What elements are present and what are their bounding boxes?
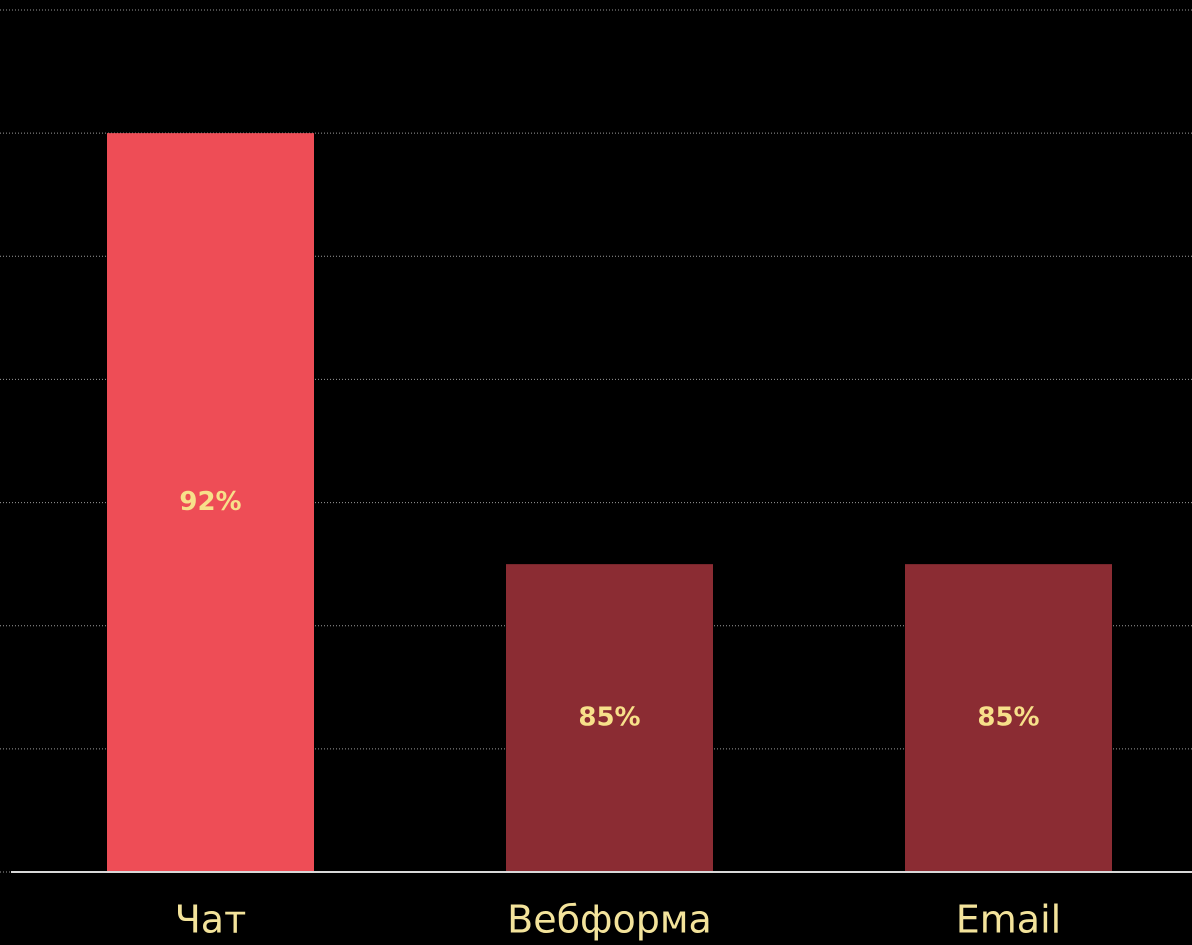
value-label: 85% (977, 703, 1039, 733)
x-tick-label: Email (956, 898, 1061, 942)
value-label: 85% (578, 703, 640, 733)
bar (107, 133, 314, 873)
bar (905, 564, 1112, 872)
value-label: 92% (179, 487, 241, 517)
x-tick-label: Вебформа (507, 898, 712, 942)
x-tick-label: Чат (175, 898, 246, 942)
bar (506, 564, 713, 872)
